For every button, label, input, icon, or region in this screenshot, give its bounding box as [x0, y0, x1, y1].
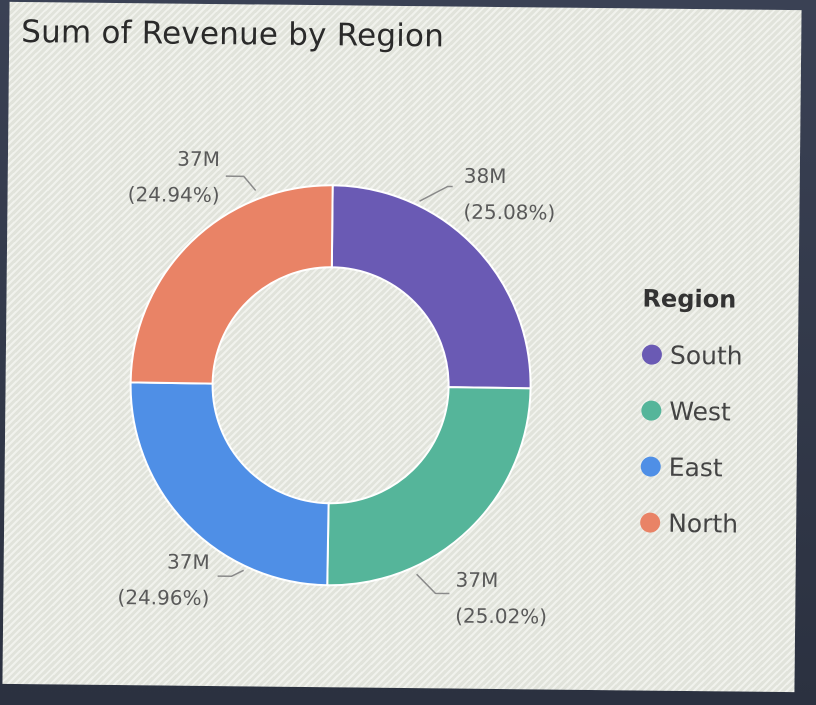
legend-item-north[interactable]: North [640, 495, 741, 552]
legend-label-north: North [668, 508, 739, 539]
slice-south[interactable] [330, 184, 533, 390]
chart-card: Sum of Revenue by Region 38M (25.08%) 37M(… [2, 1, 802, 693]
data-label-value-north: 37M [177, 147, 220, 171]
data-label-value-west: 37M [455, 568, 498, 592]
data-label-percent-north: (24.94%) [128, 182, 220, 207]
legend-item-south[interactable]: South [641, 327, 743, 384]
leader-line-south [419, 185, 453, 202]
legend: South West East North [640, 327, 743, 552]
legend-item-west[interactable]: West [641, 383, 742, 440]
legend-item-east[interactable]: East [640, 439, 741, 496]
donut-chart: 38M (25.08%) 37M (25.02%) 37M (24.96%) 37M (24.… [117, 147, 555, 629]
legend-label-south: South [669, 340, 743, 371]
slice-east[interactable] [129, 381, 330, 587]
legend-swatch-west [641, 400, 662, 421]
legend-title: Region [642, 284, 737, 314]
leader-line-west [416, 573, 450, 595]
leader-line-east [217, 569, 244, 577]
legend-swatch-north [640, 512, 661, 533]
data-label-percent-west: (25.02%) [455, 604, 547, 629]
data-label-value-east: 37M [167, 550, 210, 574]
slice-west[interactable] [326, 386, 532, 588]
data-label-percent-east: (24.96%) [117, 585, 209, 610]
legend-swatch-south [641, 344, 663, 365]
slice-north[interactable] [129, 183, 334, 385]
leader-line-north [225, 175, 257, 191]
data-label-value-south: 38M [464, 164, 507, 188]
data-label-percent-south: (25.08%) [463, 200, 555, 225]
legend-label-east: East [668, 452, 723, 482]
legend-swatch-east [640, 456, 661, 477]
legend-label-west: West [669, 396, 731, 426]
